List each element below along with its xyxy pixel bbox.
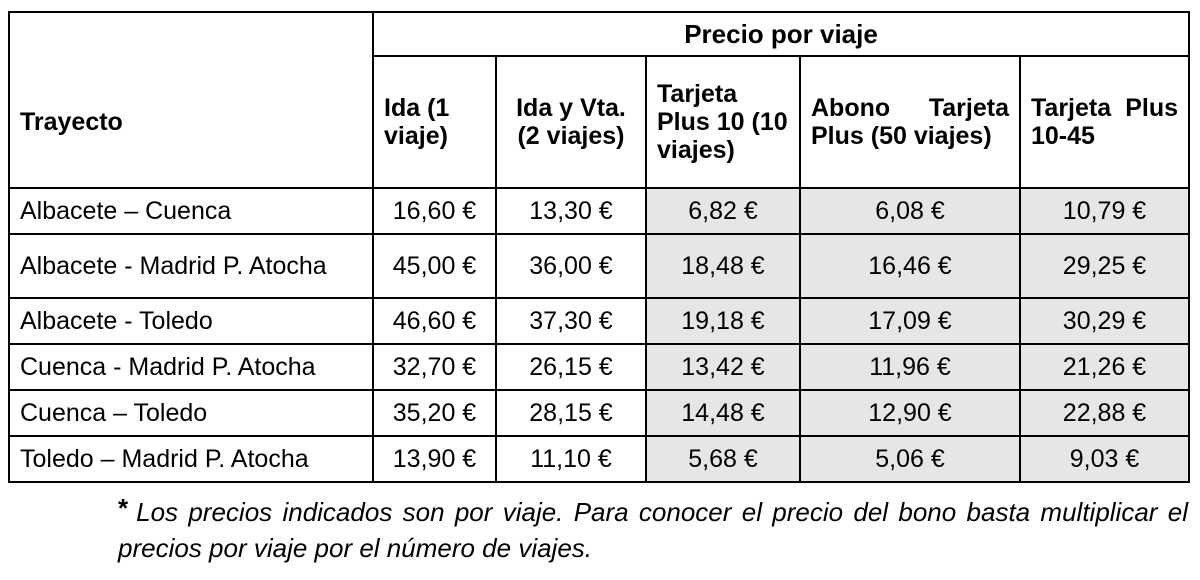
price-plus1045: 29,25 € bbox=[1018, 233, 1191, 299]
price-plus1045: 9,03 € bbox=[1018, 435, 1191, 483]
price-abono: 16,46 € bbox=[799, 233, 1021, 299]
price-plus10: 5,68 € bbox=[645, 435, 801, 483]
price-ida-vta: 36,00 € bbox=[495, 233, 647, 299]
price-table: Precio por viaje Trayecto Ida (1 viaje) … bbox=[8, 11, 1191, 483]
table-row: Albacete - Madrid P. Atocha 45,00 € 36,0… bbox=[8, 233, 1191, 299]
price-ida: 13,90 € bbox=[372, 435, 497, 483]
price-ida: 32,70 € bbox=[372, 343, 497, 391]
table-row: Cuenca – Toledo 35,20 € 28,15 € 14,48 € … bbox=[8, 389, 1191, 437]
price-abono: 17,09 € bbox=[799, 297, 1021, 345]
price-ida: 46,60 € bbox=[372, 297, 497, 345]
column-header-row: Trayecto Ida (1 viaje) Ida y Vta. (2 via… bbox=[8, 55, 1191, 189]
price-plus1045: 30,29 € bbox=[1018, 297, 1191, 345]
price-plus10: 14,48 € bbox=[645, 389, 801, 437]
header-abono-tarjeta-plus: Abono Tarjeta Plus (50 viajes) bbox=[799, 55, 1021, 189]
price-abono: 5,06 € bbox=[799, 435, 1021, 483]
price-plus10: 18,48 € bbox=[645, 233, 801, 299]
footnote-text: Los precios indicados son por viaje. Par… bbox=[118, 497, 1188, 563]
header-tarjeta-plus-10: Tarjeta Plus 10 (10 viajes) bbox=[645, 55, 801, 189]
route-cell: Albacete - Madrid P. Atocha bbox=[8, 233, 374, 299]
route-cell: Cuenca - Madrid P. Atocha bbox=[8, 343, 374, 391]
price-ida-vta: 26,15 € bbox=[495, 343, 647, 391]
price-plus10: 6,82 € bbox=[645, 187, 801, 235]
price-ida-vta: 37,30 € bbox=[495, 297, 647, 345]
table-row: Albacete - Toledo 46,60 € 37,30 € 19,18 … bbox=[8, 297, 1191, 345]
route-cell: Albacete - Toledo bbox=[8, 297, 374, 345]
price-ida-vta: 28,15 € bbox=[495, 389, 647, 437]
price-ida-vta: 13,30 € bbox=[495, 187, 647, 235]
price-plus1045: 21,26 € bbox=[1018, 343, 1191, 391]
table-row: Cuenca - Madrid P. Atocha 32,70 € 26,15 … bbox=[8, 343, 1191, 391]
header-ida: Ida (1 viaje) bbox=[372, 55, 497, 189]
price-abono: 12,90 € bbox=[799, 389, 1021, 437]
route-cell: Albacete – Cuenca bbox=[8, 187, 374, 235]
price-ida: 16,60 € bbox=[372, 187, 497, 235]
price-abono: 11,96 € bbox=[799, 343, 1021, 391]
price-plus10: 19,18 € bbox=[645, 297, 801, 345]
route-cell: Cuenca – Toledo bbox=[8, 389, 374, 437]
price-plus1045: 10,79 € bbox=[1018, 187, 1191, 235]
price-ida-vta: 11,10 € bbox=[495, 435, 647, 483]
price-plus10: 13,42 € bbox=[645, 343, 801, 391]
price-ida: 45,00 € bbox=[372, 233, 497, 299]
group-header-row: Precio por viaje bbox=[8, 11, 1191, 57]
table-row: Albacete – Cuenca 16,60 € 13,30 € 6,82 €… bbox=[8, 187, 1191, 235]
footnote-marker: * bbox=[118, 493, 129, 523]
table-row: Toledo – Madrid P. Atocha 13,90 € 11,10 … bbox=[8, 435, 1191, 483]
price-abono: 6,08 € bbox=[799, 187, 1021, 235]
header-trayecto: Trayecto bbox=[8, 56, 374, 189]
corner-cell bbox=[8, 11, 374, 56]
group-header-precio-por-viaje: Precio por viaje bbox=[371, 11, 1191, 57]
price-ida: 35,20 € bbox=[372, 389, 497, 437]
header-tarjeta-plus-10-45: Tarjeta Plus 10-45 bbox=[1018, 55, 1191, 189]
price-plus1045: 22,88 € bbox=[1018, 389, 1191, 437]
route-cell: Toledo – Madrid P. Atocha bbox=[8, 435, 374, 483]
footnote: * Los precios indicados son por viaje. Pa… bbox=[118, 490, 1188, 566]
header-ida-y-vta: Ida y Vta. (2 viajes) bbox=[495, 55, 647, 189]
